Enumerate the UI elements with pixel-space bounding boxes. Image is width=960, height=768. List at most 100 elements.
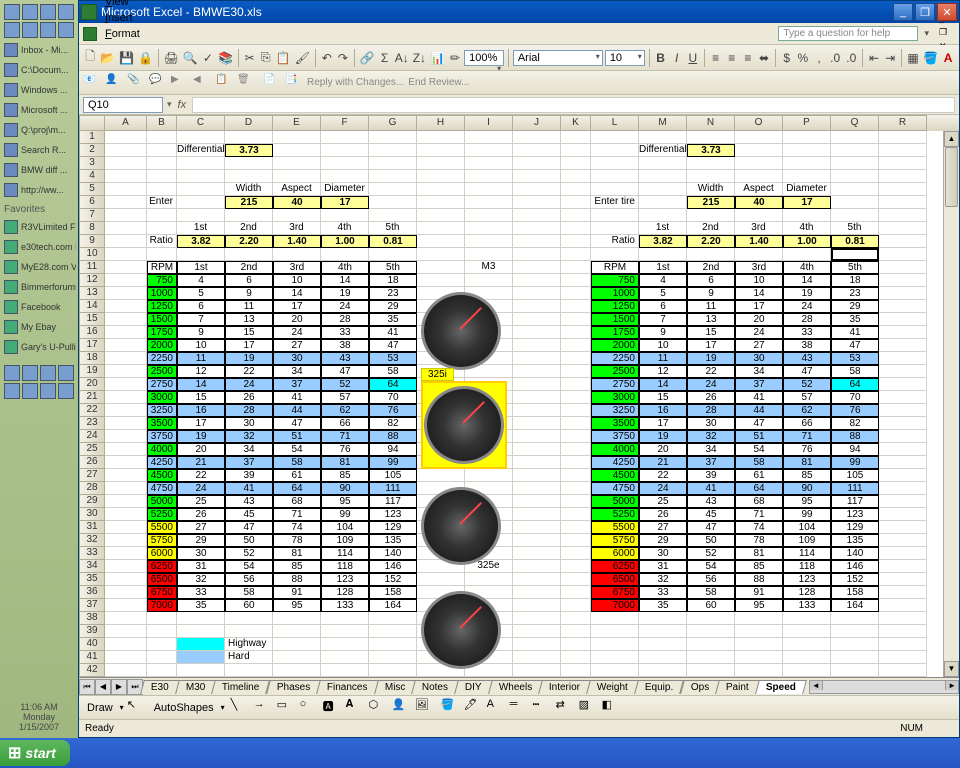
menu-view[interactable]: View (99, 0, 150, 10)
row-header[interactable]: 23 (79, 417, 105, 430)
cell[interactable] (561, 651, 591, 664)
cell[interactable] (879, 183, 927, 196)
drawing-icon[interactable]: ✏ (448, 48, 462, 68)
cell[interactable] (639, 131, 687, 144)
cell[interactable]: 53 (369, 352, 417, 365)
cell[interactable]: 90 (783, 482, 831, 495)
cell[interactable]: 35 (177, 599, 225, 612)
cell[interactable]: 47 (273, 417, 321, 430)
cell[interactable]: 95 (273, 599, 321, 612)
cell[interactable]: 2nd (687, 222, 735, 235)
row-header[interactable]: 3 (79, 157, 105, 170)
open-icon[interactable]: 📂 (99, 48, 116, 68)
cell[interactable] (321, 625, 369, 638)
cell[interactable]: 41 (273, 391, 321, 404)
cell[interactable] (735, 651, 783, 664)
cell[interactable] (105, 157, 147, 170)
cell[interactable] (513, 469, 561, 482)
row-header[interactable]: 12 (79, 274, 105, 287)
cell[interactable]: 40 (735, 196, 783, 209)
favorite-item[interactable]: R3VLimited Forum (2, 217, 76, 237)
cell[interactable]: 85 (273, 560, 321, 573)
cell[interactable] (321, 612, 369, 625)
doc-restore-button[interactable]: ❐ (939, 27, 955, 41)
cell[interactable] (225, 157, 273, 170)
cell[interactable]: 51 (273, 430, 321, 443)
cell[interactable]: 27 (639, 521, 687, 534)
permission-icon[interactable]: 🔒 (137, 48, 154, 68)
cell[interactable]: 60 (225, 599, 273, 612)
cell[interactable]: 128 (321, 586, 369, 599)
row-header[interactable]: 41 (79, 651, 105, 664)
cell[interactable] (369, 131, 417, 144)
scroll-up-icon[interactable]: ▲ (944, 131, 959, 147)
cell[interactable]: 4th (321, 261, 369, 274)
cell[interactable]: 22 (639, 469, 687, 482)
sheet-tab[interactable]: E30 (140, 680, 180, 694)
cell[interactable] (561, 287, 591, 300)
cell[interactable]: 2250 (147, 352, 177, 365)
cell[interactable] (783, 157, 831, 170)
cell[interactable] (147, 144, 177, 157)
font-name-combo[interactable]: Arial (513, 50, 603, 66)
cell[interactable]: 2.20 (687, 235, 735, 248)
cell[interactable]: 41 (369, 326, 417, 339)
cell[interactable]: 61 (735, 469, 783, 482)
cell[interactable] (591, 183, 639, 196)
cell[interactable] (417, 196, 465, 209)
column-header[interactable]: Q (831, 115, 879, 131)
font-color-icon[interactable]: A (487, 698, 507, 718)
cell[interactable] (639, 625, 687, 638)
cell[interactable] (105, 586, 147, 599)
cell[interactable]: 135 (831, 534, 879, 547)
cell[interactable]: 41 (831, 326, 879, 339)
cell[interactable]: 64 (735, 482, 783, 495)
cell[interactable] (639, 183, 687, 196)
cell[interactable]: 4750 (147, 482, 177, 495)
cell[interactable]: 6750 (147, 586, 177, 599)
cell[interactable]: 3rd (735, 222, 783, 235)
cell[interactable] (783, 131, 831, 144)
cell[interactable]: 71 (321, 430, 369, 443)
cell[interactable] (879, 300, 927, 313)
textbox-icon[interactable]: 🅰 (323, 698, 343, 718)
cell[interactable] (147, 612, 177, 625)
cell[interactable] (513, 378, 561, 391)
cell[interactable] (465, 248, 513, 261)
cell[interactable] (513, 326, 561, 339)
cell[interactable]: 17 (321, 196, 369, 209)
sheet-tab[interactable]: DIY (454, 680, 492, 694)
cell[interactable]: 30 (687, 417, 735, 430)
cell[interactable]: 54 (225, 560, 273, 573)
rectangle-icon[interactable]: ▭ (277, 698, 297, 718)
cell[interactable] (831, 144, 879, 157)
cell[interactable] (273, 638, 321, 651)
cell[interactable] (561, 573, 591, 586)
cell[interactable] (105, 170, 147, 183)
cell[interactable]: 1750 (591, 326, 639, 339)
cell[interactable]: 1.40 (735, 235, 783, 248)
cell[interactable] (879, 612, 927, 625)
row-header[interactable]: 28 (79, 482, 105, 495)
cell[interactable] (879, 235, 927, 248)
cell[interactable]: 34 (225, 443, 273, 456)
cell[interactable]: 5th (831, 261, 879, 274)
cell[interactable]: 70 (369, 391, 417, 404)
cell[interactable]: 47 (369, 339, 417, 352)
hyperlink-icon[interactable]: 🔗 (359, 48, 376, 68)
cell[interactable]: 13 (687, 313, 735, 326)
cell[interactable] (105, 352, 147, 365)
cell[interactable] (879, 625, 927, 638)
cell[interactable]: 19 (639, 430, 687, 443)
cell[interactable] (105, 183, 147, 196)
cell[interactable] (687, 209, 735, 222)
cell[interactable] (105, 521, 147, 534)
cell[interactable]: 34 (273, 365, 321, 378)
sidebar-task-item[interactable]: Inbox - Mi... (2, 40, 76, 60)
clipart-icon[interactable]: 👤 (392, 698, 412, 718)
cell[interactable] (513, 365, 561, 378)
cell[interactable]: 2nd (225, 222, 273, 235)
cell[interactable] (513, 599, 561, 612)
cell[interactable] (417, 131, 465, 144)
cell[interactable] (417, 209, 465, 222)
